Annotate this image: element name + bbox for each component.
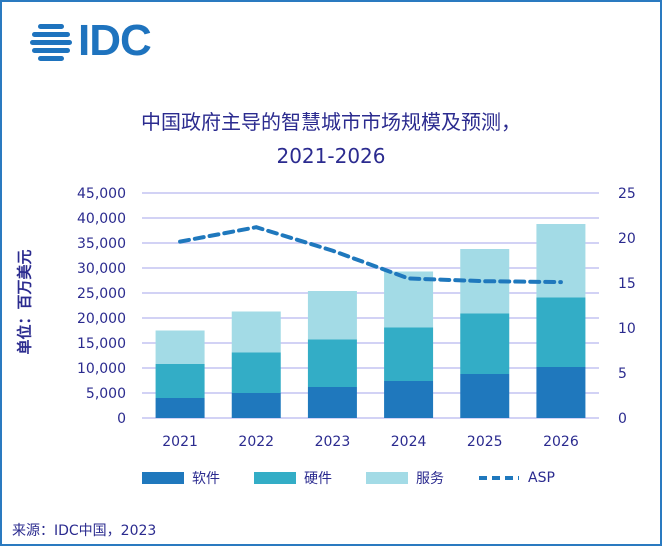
y2-tick-label: 15 (618, 276, 636, 292)
y-axis-label: 单位：百万美元 (15, 249, 34, 355)
bar-segment (307, 291, 357, 340)
y2-tick-label: 20 (618, 231, 636, 247)
bar-segment (307, 339, 357, 387)
legend-swatch (366, 472, 408, 484)
y2-tick-label: 0 (618, 411, 627, 427)
chart-title: 中国政府主导的智慧城市市场规模及预测， (141, 110, 521, 134)
y2-tick-label: 10 (618, 321, 636, 337)
legend-swatch (254, 472, 296, 484)
bar-segment (155, 398, 205, 418)
y2-tick-label: 25 (618, 186, 636, 202)
legend-swatch (142, 472, 184, 484)
idc-globe-logo-icon (30, 24, 72, 61)
legend-item-asp: ASP (478, 470, 555, 486)
x-tick-label: 2023 (315, 434, 351, 450)
bar-segment (536, 367, 586, 418)
legend-item-software: 软件 (142, 468, 220, 488)
legend-label: ASP (528, 470, 555, 486)
y-tick-label: 5,000 (86, 386, 126, 402)
legend: 软件 硬件 服务 ASP (142, 468, 555, 488)
asp-line (178, 225, 563, 285)
chart-subtitle: 2021-2026 (276, 144, 386, 168)
x-tick-label: 2024 (391, 434, 427, 450)
y-tick-label: 25,000 (77, 286, 126, 302)
bar-segment (155, 364, 205, 398)
legend-item-hardware: 硬件 (254, 468, 332, 488)
chart-plot: 0 5,000 10,000 15,000 20,000 25,000 30,000 35,0… (77, 186, 636, 450)
y2-tick-label: 5 (618, 366, 627, 382)
bar-segment (231, 393, 281, 418)
x-tick-label: 2022 (238, 434, 274, 450)
legend-dash (479, 476, 519, 480)
bar-segment (231, 352, 281, 393)
y-tick-label: 20,000 (77, 311, 126, 327)
bar-segment (460, 374, 510, 418)
x-tick-label: 2021 (162, 434, 198, 450)
bar-segment (536, 224, 586, 298)
source-note: 来源：IDC中国，2023 (12, 523, 157, 539)
y-tick-label: 40,000 (77, 211, 126, 227)
y-tick-label: 45,000 (77, 186, 126, 202)
bar-segment (155, 330, 205, 364)
bar-segment (460, 313, 510, 374)
y-tick-label: 10,000 (77, 361, 126, 377)
legend-label: 服务 (416, 471, 444, 487)
legend-item-services: 服务 (366, 468, 444, 488)
y-tick-label: 0 (117, 411, 126, 427)
y-tick-label: 30,000 (77, 261, 126, 277)
y-tick-label: 15,000 (77, 336, 126, 352)
y-tick-label: 35,000 (77, 236, 126, 252)
legend-label: 软件 (192, 471, 220, 487)
bar-segment (231, 311, 281, 353)
idc-logo: IDC (78, 16, 152, 65)
bar-segment (384, 381, 434, 418)
x-tick-label: 2025 (467, 434, 503, 450)
bar-segment (536, 297, 586, 367)
x-tick-label: 2026 (543, 434, 579, 450)
legend-label: 硬件 (304, 471, 332, 487)
bar-segment (307, 387, 357, 418)
bar-segment (384, 327, 434, 381)
